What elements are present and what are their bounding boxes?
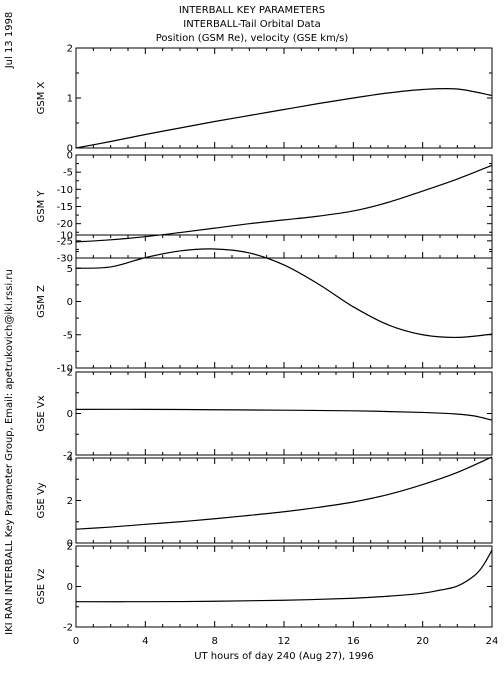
y-tick-label: 0 [67,144,73,155]
chart-subtitle: INTERBALL-Tail Orbital Data [183,19,321,30]
panel-4: 2 0 -2 GSE Vx [36,368,493,462]
series-line [75,248,493,339]
y-tick-label: 2 [67,44,73,55]
y-tick-label: -25 [57,236,73,247]
x-tick-label: 4 [142,636,148,647]
y-tick-label: 2 [67,496,73,507]
x-tick-label: 20 [416,636,429,647]
chart-title: INTERBALL KEY PARAMETERS [178,5,326,16]
y-tick-label: -20 [57,219,73,230]
y-tick-label: -10 [57,185,73,196]
y-axis-label: GSM X [36,81,47,114]
x-tick-label: 8 [211,636,217,647]
y-tick-label: 0 [67,297,73,308]
series-line [75,87,493,149]
y-axis-label: GSM Y [36,190,47,223]
series-line [75,408,493,421]
panel-1: 2 1 0 GSM X [36,44,493,155]
panel-frame [75,371,493,456]
x-tick-label: 0 [73,636,79,647]
y-tick-label: 1 [67,94,73,105]
y-tick-label: -15 [57,202,73,213]
y-tick-label: 2 [67,368,73,379]
y-tick-label: 5 [67,264,73,275]
series-line [75,456,493,530]
panel-frame [75,545,493,628]
series-line [75,549,493,603]
chart-caption: Position (GSM Re), velocity (GSE km/s) [155,33,349,44]
y-axis-label: GSE Vz [36,569,47,605]
y-tick-label: 4 [67,454,73,465]
y-tick-label: -5 [63,168,73,179]
x-tick-label: 24 [486,636,499,647]
panel-3: 10 5 0 -5 -10 GSM Z [36,231,493,375]
y-tick-label: -30 [57,254,73,265]
x-tick-label: 12 [278,636,291,647]
y-tick-label: -2 [63,451,73,462]
panel-frame [75,457,493,544]
panel-frame [75,154,493,259]
y-tick-label: 0 [67,409,73,420]
y-tick-label: 10 [60,231,73,242]
series-line [75,164,493,243]
y-tick-label: -2 [63,623,73,634]
y-tick-label: -5 [63,330,73,341]
side-credit-label: IKI RAN INTERBALL Key Parameter Group, E… [4,269,15,635]
y-tick-label: 0 [67,151,73,162]
y-tick-label: 0 [67,539,73,550]
panel-frame [75,47,493,149]
y-axis-label: GSE Vy [36,482,47,518]
y-axis-label: GSE Vx [36,395,47,431]
x-tick-label: 16 [347,636,360,647]
x-axis-label: UT hours of day 240 (Aug 27), 1996 [194,651,374,662]
y-tick-label: 0 [67,582,73,593]
y-tick-label: 2 [67,542,73,553]
panel-2: 0 -5 -10 -15 -20 -25 -30 GSM Y [36,151,493,265]
y-axis-label: GSM Z [36,285,47,318]
side-date-label: Jul 13 1998 [4,12,15,70]
y-tick-label: -10 [57,364,73,375]
